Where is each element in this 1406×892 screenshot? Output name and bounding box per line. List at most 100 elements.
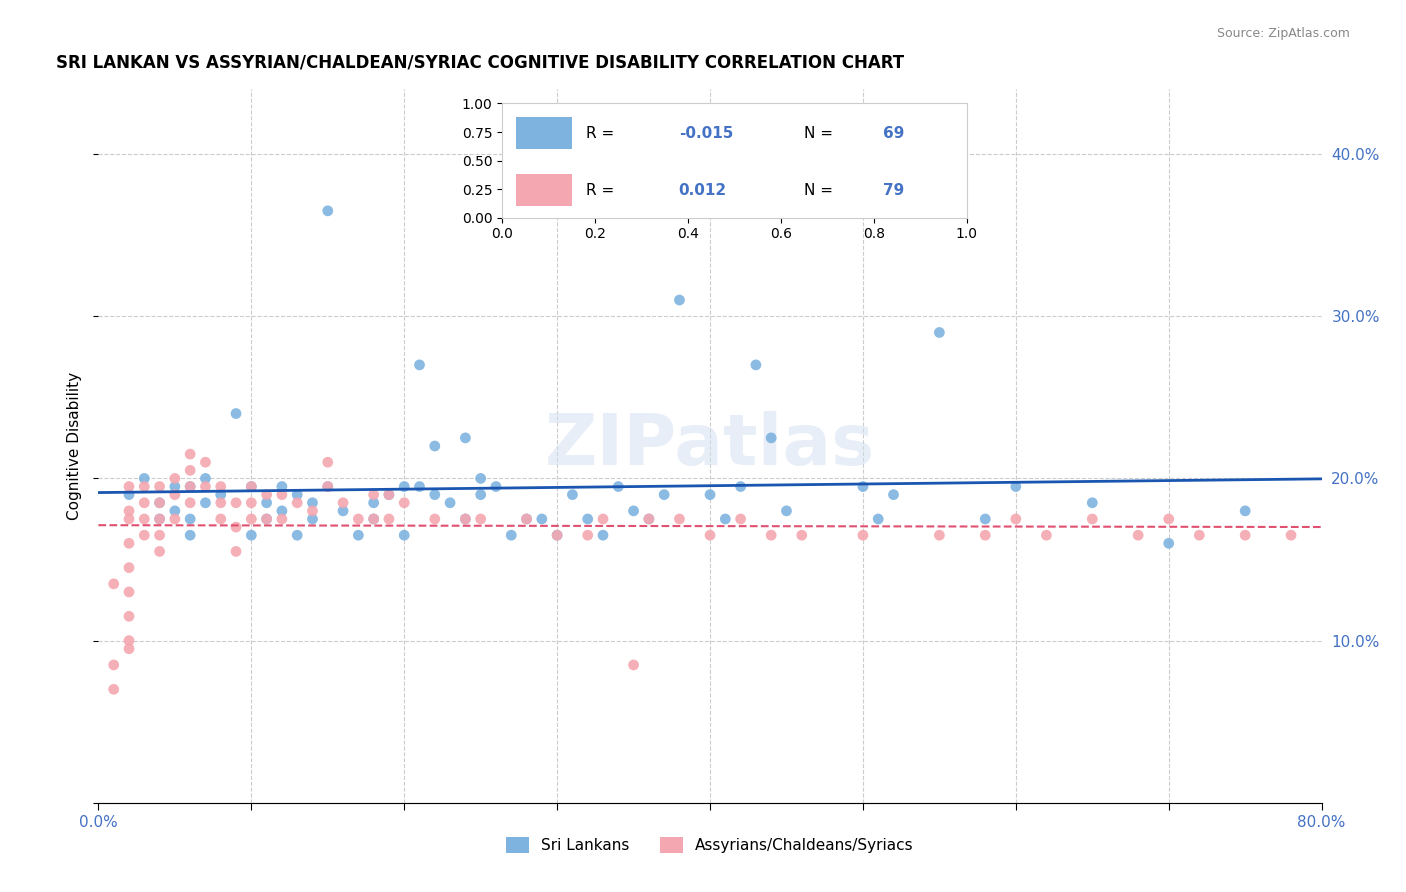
Point: [179, 479, 201, 493]
Point: [363, 512, 385, 526]
Point: [974, 528, 997, 542]
Point: [470, 471, 492, 485]
Point: [103, 657, 125, 672]
Point: [454, 512, 477, 526]
Point: [149, 544, 172, 558]
Text: Source: ZipAtlas.com: Source: ZipAtlas.com: [1216, 27, 1350, 40]
Point: [240, 479, 263, 493]
Point: [240, 496, 263, 510]
Point: [332, 496, 354, 510]
Point: [408, 479, 430, 493]
Point: [546, 528, 568, 542]
Point: [501, 528, 523, 542]
Point: [270, 504, 292, 518]
Point: [561, 488, 583, 502]
Point: [637, 512, 661, 526]
Point: [1128, 528, 1150, 542]
Point: [423, 488, 446, 502]
Point: [240, 512, 263, 526]
Point: [714, 512, 737, 526]
Point: [118, 560, 141, 574]
Point: [347, 528, 370, 542]
Point: [149, 512, 172, 526]
Point: [209, 479, 232, 493]
Point: [209, 488, 232, 502]
Text: ZIPatlas: ZIPatlas: [546, 411, 875, 481]
Point: [546, 528, 568, 542]
Point: [103, 682, 125, 697]
Point: [118, 633, 141, 648]
Point: [454, 431, 477, 445]
Point: [1157, 536, 1180, 550]
Point: [256, 512, 278, 526]
Point: [378, 488, 401, 502]
Point: [607, 479, 630, 493]
Point: [118, 609, 141, 624]
Point: [745, 358, 768, 372]
Point: [1081, 512, 1104, 526]
Point: [301, 504, 323, 518]
Point: [1035, 528, 1057, 542]
Point: [225, 544, 247, 558]
Point: [516, 512, 538, 526]
Point: [316, 203, 339, 218]
Point: [868, 512, 890, 526]
Point: [332, 504, 354, 518]
Point: [225, 520, 247, 534]
Point: [316, 479, 339, 493]
Point: [730, 479, 752, 493]
Point: [118, 585, 141, 599]
Legend: Sri Lankans, Assyrians/Chaldeans/Syriacs: Sri Lankans, Assyrians/Chaldeans/Syriacs: [501, 831, 920, 859]
Point: [516, 512, 538, 526]
Point: [928, 326, 950, 340]
Point: [928, 528, 950, 542]
Point: [423, 512, 446, 526]
Point: [470, 512, 492, 526]
Point: [1004, 512, 1026, 526]
Point: [149, 496, 172, 510]
Point: [316, 455, 339, 469]
Point: [652, 488, 675, 502]
Point: [1234, 504, 1257, 518]
Point: [209, 512, 232, 526]
Point: [852, 479, 875, 493]
Point: [225, 496, 247, 510]
Point: [576, 528, 599, 542]
Point: [163, 471, 186, 485]
Point: [118, 512, 141, 526]
Point: [301, 512, 323, 526]
Point: [194, 496, 217, 510]
Point: [163, 479, 186, 493]
Point: [209, 496, 232, 510]
Point: [179, 479, 201, 493]
Point: [134, 528, 156, 542]
Point: [316, 479, 339, 493]
Point: [759, 431, 782, 445]
Point: [118, 488, 141, 502]
Point: [1234, 528, 1257, 542]
Point: [179, 463, 201, 477]
Point: [149, 512, 172, 526]
Point: [699, 488, 721, 502]
Point: [423, 439, 446, 453]
Point: [179, 447, 201, 461]
Point: [1157, 512, 1180, 526]
Point: [270, 512, 292, 526]
Point: [179, 528, 201, 542]
Point: [1004, 479, 1026, 493]
Point: [668, 512, 690, 526]
Point: [256, 488, 278, 502]
Point: [118, 479, 141, 493]
Point: [134, 512, 156, 526]
Point: [134, 471, 156, 485]
Point: [470, 488, 492, 502]
Point: [790, 528, 813, 542]
Point: [852, 528, 875, 542]
Point: [623, 504, 645, 518]
Point: [256, 496, 278, 510]
Point: [392, 528, 416, 542]
Point: [775, 504, 797, 518]
Point: [270, 488, 292, 502]
Point: [363, 496, 385, 510]
Point: [149, 528, 172, 542]
